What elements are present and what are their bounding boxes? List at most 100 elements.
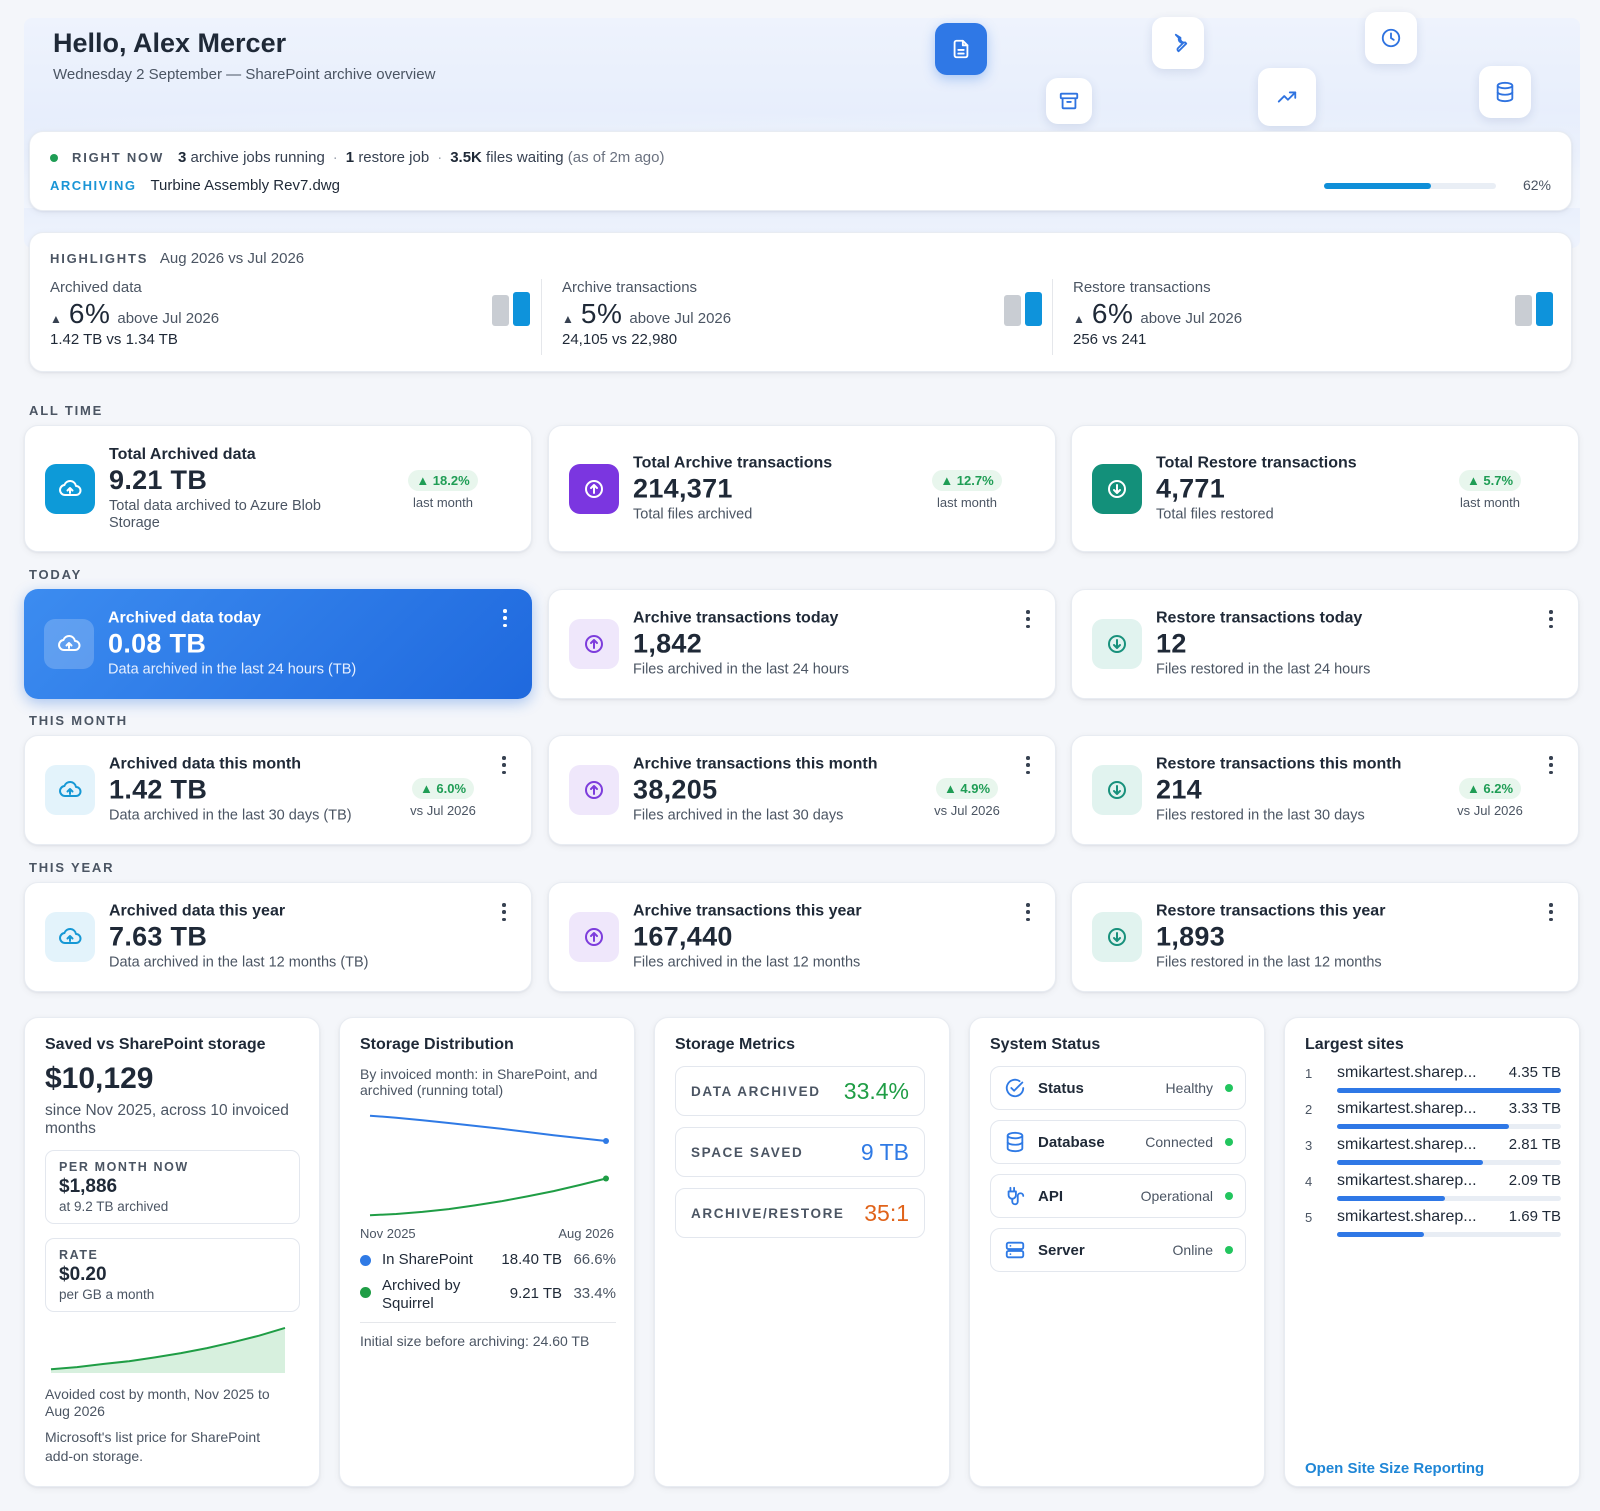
total-archive-transactions-card[interactable]: Total Archive transactions 214,371 Total… [548, 425, 1056, 552]
archive-transactions-month-card[interactable]: Archive transactions this month 38,205 F… [548, 735, 1056, 845]
stat-value: 1,893 [1156, 921, 1226, 952]
comparison-bars [1515, 292, 1553, 326]
status-state: Operational [1140, 1188, 1213, 1204]
in-sharepoint-line-endpoint [603, 1137, 609, 1144]
total-archived-card[interactable]: Total Archived data 9.21 TB Total data a… [24, 425, 532, 552]
more-options-icon[interactable] [499, 756, 509, 774]
archive-progress-label: 62% [1522, 177, 1551, 193]
check-circle-icon [1005, 1078, 1025, 1098]
site-row[interactable]: 5 smikartest.sharep... 1.69 TB [1305, 1208, 1561, 1246]
metric-label: DATA ARCHIVED [691, 1083, 821, 1099]
highlight-compare: 256 vs 241 [1073, 331, 1147, 348]
open-site-size-reporting-link[interactable]: Open Site Size Reporting [1305, 1460, 1485, 1477]
archived-year-card[interactable]: Archived data this year 7.63 TB Data arc… [24, 882, 532, 992]
rate-value: $0.20 [59, 1264, 107, 1285]
panel-title: Storage Metrics [675, 1036, 796, 1053]
stat-value: 214 [1156, 774, 1202, 805]
trend-up-icon[interactable] [1258, 68, 1316, 126]
divider [360, 1322, 616, 1323]
document-icon[interactable] [935, 23, 987, 75]
highlight-pct: 6% [1091, 298, 1134, 329]
stat-value: 9.21 TB [109, 464, 208, 495]
stat-description: Files restored in the last 24 hours [1156, 661, 1371, 678]
more-options-icon[interactable] [1023, 903, 1033, 921]
archive-transactions-year-card[interactable]: Archive transactions this year 167,440 F… [548, 882, 1056, 992]
stat-title: Archived data this month [109, 755, 302, 773]
highlight-direction: above Jul 2026 [1140, 310, 1243, 327]
restore-transactions-today-card[interactable]: Restore transactions today 12 Files rest… [1071, 589, 1579, 699]
site-size: 4.35 TB [1508, 1064, 1561, 1081]
badge-caption: last month [1460, 495, 1520, 510]
current-bar [1025, 292, 1042, 326]
site-size-bar [1337, 1160, 1561, 1165]
archive-box-icon[interactable] [1046, 78, 1092, 124]
site-name: smikartest.sharep... [1337, 1100, 1477, 1117]
site-row[interactable]: 4 smikartest.sharep... 2.09 TB [1305, 1172, 1561, 1210]
database-icon [1006, 1131, 1024, 1153]
highlights-period: Aug 2026 vs Jul 2026 [159, 250, 305, 267]
archive-transactions-today-card[interactable]: Archive transactions today 1,842 Files a… [548, 589, 1056, 699]
change-badge: ▲ 12.7% [932, 470, 1002, 491]
more-options-icon[interactable] [500, 609, 510, 627]
wrench-icon[interactable] [1152, 17, 1204, 69]
stat-description: Data archived in the last 30 days (TB) [109, 807, 352, 824]
restore-transactions-month-card[interactable]: Restore transactions this month 214 File… [1071, 735, 1579, 845]
more-options-icon[interactable] [1546, 903, 1556, 921]
total-restore-transactions-card[interactable]: Total Restore transactions 4,771 Total f… [1071, 425, 1579, 552]
storage-metrics-panel: Storage Metrics DATA ARCHIVED 33.4% SPAC… [654, 1017, 950, 1487]
site-name: smikartest.sharep... [1337, 1064, 1477, 1081]
more-options-icon[interactable] [1023, 610, 1033, 628]
stat-value: 1,842 [633, 628, 703, 659]
panel-title: Storage Distribution [360, 1036, 514, 1053]
highlight-archive-transactions: Archive transactions ▲ 5% above Jul 2026 2… [562, 279, 1042, 355]
site-size: 2.09 TB [1508, 1172, 1561, 1189]
metric-label: SPACE SAVED [691, 1144, 804, 1160]
avoided-cost-chart [50, 1326, 286, 1373]
status-state: Online [1172, 1242, 1213, 1258]
stat-description: Total files restored [1156, 506, 1274, 522]
legend-value: 9.21 TB [509, 1285, 562, 1302]
legend-archived: Archived by Squirrel 9.21 TB 33.4% [360, 1277, 616, 1313]
previous-bar [492, 295, 509, 326]
server-icon [1005, 1241, 1025, 1259]
more-options-icon[interactable] [1546, 756, 1556, 774]
files-count: 3.5K [450, 149, 482, 166]
status-dot [1225, 1084, 1233, 1092]
more-options-icon[interactable] [1023, 756, 1033, 774]
restore-count: 1 [345, 149, 355, 166]
status-row-server[interactable]: Server Online [990, 1228, 1246, 1272]
storage-distribution-chart [369, 1114, 609, 1217]
cloud-upload-icon [45, 463, 95, 514]
legend-in-sharepoint: In SharePoint 18.40 TB 66.6% [360, 1251, 616, 1269]
panel-title: Saved vs SharePoint storage [45, 1036, 266, 1053]
site-row[interactable]: 3 smikartest.sharep... 2.81 TB [1305, 1136, 1561, 1174]
more-options-icon[interactable] [1546, 610, 1556, 628]
status-row-api[interactable]: API Operational [990, 1174, 1246, 1218]
update-age: (as of 2m ago) [567, 149, 665, 166]
site-row[interactable]: 2 smikartest.sharep... 3.33 TB [1305, 1100, 1561, 1138]
previous-bar [1004, 295, 1021, 326]
status-dot [1225, 1192, 1233, 1200]
highlight-compare: 1.42 TB vs 1.34 TB [50, 331, 178, 348]
archived-month-card[interactable]: Archived data this month 1.42 TB Data ar… [24, 735, 532, 845]
rate-sub: per GB a month [59, 1287, 155, 1302]
clock-icon[interactable] [1365, 12, 1417, 64]
status-row-status[interactable]: Status Healthy [990, 1066, 1246, 1110]
per-month-box: PER MONTH NOW $1,886 at 9.2 TB archived [45, 1150, 300, 1224]
rate-box: RATE $0.20 per GB a month [45, 1238, 300, 1312]
x-axis-start: Nov 2025 [360, 1226, 416, 1241]
more-options-icon[interactable] [499, 903, 509, 921]
section-all-time: ALL TIME [29, 403, 104, 418]
divider [1052, 279, 1053, 355]
previous-bar [1515, 295, 1532, 326]
site-row[interactable]: 1 smikartest.sharep... 4.35 TB [1305, 1064, 1561, 1102]
stat-title: Archive transactions this month [633, 755, 878, 773]
status-row-database[interactable]: Database Connected [990, 1120, 1246, 1164]
stat-description: Files restored in the last 30 days [1156, 807, 1365, 824]
database-icon[interactable] [1479, 66, 1531, 118]
restore-transactions-year-card[interactable]: Restore transactions this year 1,893 Fil… [1071, 882, 1579, 992]
stat-title: Archived data today [108, 609, 261, 627]
archived-today-card[interactable]: Archived data today 0.08 TB Data archive… [24, 589, 532, 699]
metric-space-saved: SPACE SAVED 9 TB [675, 1127, 925, 1177]
arrow-down-circle-icon [1092, 619, 1142, 669]
